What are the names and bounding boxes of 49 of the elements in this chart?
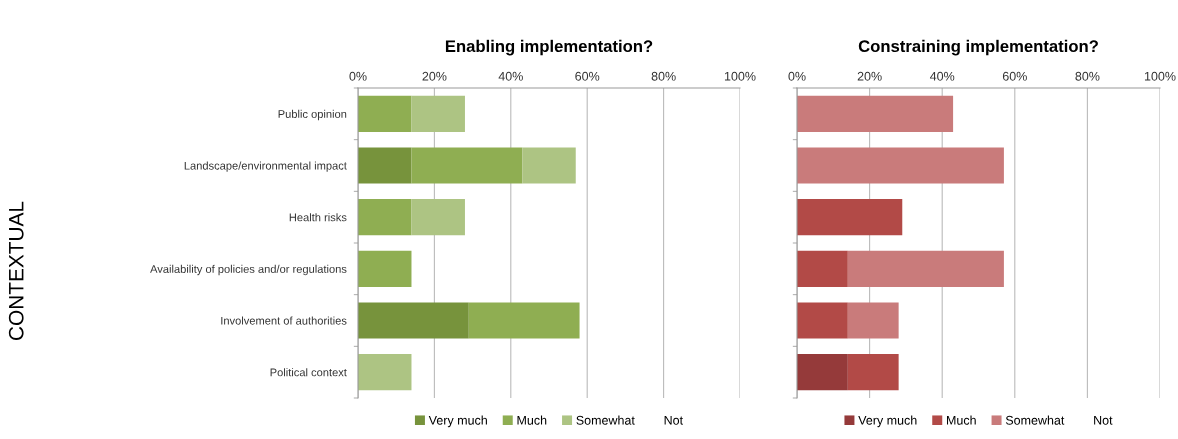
legend-label: Somewhat <box>576 415 635 425</box>
x-tick-label: 100% <box>1144 71 1176 81</box>
bar <box>797 147 1004 184</box>
text: Not <box>664 415 683 425</box>
bar <box>797 302 848 339</box>
x-tick-label: 0% <box>788 71 806 81</box>
bar <box>358 95 412 132</box>
chart-title: Constraining implementation? <box>858 39 1098 56</box>
x-tick-label: 80% <box>651 71 676 81</box>
legend-label: Much <box>517 415 547 425</box>
y-tick-label: Public opinion <box>278 109 347 121</box>
bar <box>358 199 412 236</box>
bar <box>358 250 412 287</box>
chart-title: Enabling implementation? <box>445 39 653 56</box>
x-tick-label: 40% <box>498 71 523 81</box>
bar <box>847 302 899 339</box>
y-tick-label: Availability of policies and/or regulations <box>150 264 347 276</box>
x-tick-label: 60% <box>575 71 600 81</box>
x-tick-label: 0% <box>349 71 367 81</box>
y-tick-label: Landscape/environmental impact <box>184 161 347 172</box>
bar <box>847 250 1004 287</box>
y-tick-label: Involvement of authorities <box>221 316 347 325</box>
bar <box>358 302 469 339</box>
bar <box>522 147 576 184</box>
x-tick-label: 100% <box>724 71 756 81</box>
bar <box>411 199 465 236</box>
legend-label: Very much <box>858 415 917 428</box>
legend-label: Very much <box>428 415 487 428</box>
x-tick-label: 40% <box>929 71 955 81</box>
bar <box>847 354 899 391</box>
legend-label: Much <box>947 415 976 425</box>
bar <box>797 199 903 236</box>
bar <box>358 354 412 391</box>
bar <box>797 95 954 132</box>
x-tick-label: 60% <box>1002 71 1027 81</box>
y-tick-label: Health risks <box>289 213 347 222</box>
bar <box>468 302 580 339</box>
bar <box>358 147 412 184</box>
x-tick-label: 20% <box>857 71 882 81</box>
legend-label: Somewhat <box>1005 415 1065 425</box>
bar <box>411 147 523 184</box>
x-tick-label: 20% <box>422 71 447 81</box>
bar <box>797 250 848 287</box>
bar <box>411 95 465 132</box>
text: Not <box>1094 415 1113 425</box>
y-axis-title: CONTEXTUAL <box>8 201 24 340</box>
bar <box>797 354 848 391</box>
y-tick-label: Political context <box>270 368 347 377</box>
x-tick-label: 80% <box>1075 71 1100 81</box>
